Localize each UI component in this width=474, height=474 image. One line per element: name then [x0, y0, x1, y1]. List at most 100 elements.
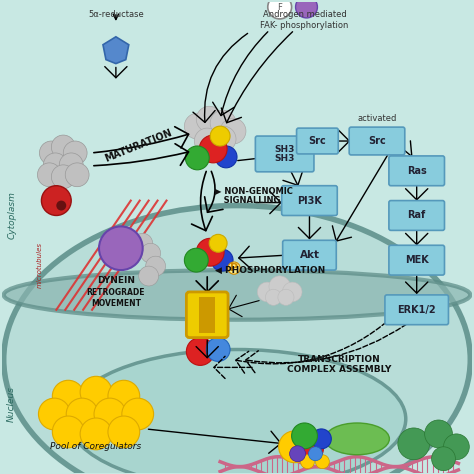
- Circle shape: [194, 128, 220, 154]
- Text: ERK1/2: ERK1/2: [397, 305, 436, 315]
- Circle shape: [59, 153, 83, 177]
- FancyBboxPatch shape: [283, 240, 336, 270]
- Circle shape: [99, 227, 143, 270]
- Text: MATURATION: MATURATION: [103, 128, 174, 164]
- Text: 5α-reductase: 5α-reductase: [88, 10, 144, 19]
- Circle shape: [279, 431, 310, 463]
- Circle shape: [184, 113, 210, 139]
- Circle shape: [37, 163, 61, 187]
- Text: activated: activated: [357, 114, 397, 123]
- Circle shape: [38, 398, 70, 430]
- Text: Androgen mediated
FAK- phosphorylation: Androgen mediated FAK- phosphorylation: [260, 10, 349, 30]
- Circle shape: [51, 135, 75, 159]
- Text: ▶ NON-GENOMIC
   SIGNALLING: ▶ NON-GENOMIC SIGNALLING: [215, 186, 293, 205]
- Ellipse shape: [68, 349, 406, 474]
- Text: TRANSCRIPTION
COMPLEX ASSEMBLY: TRANSCRIPTION COMPLEX ASSEMBLY: [287, 355, 392, 374]
- Circle shape: [300, 437, 323, 461]
- Text: ◀ PHOSPHORYLATION: ◀ PHOSPHORYLATION: [215, 265, 325, 274]
- Circle shape: [41, 186, 71, 216]
- FancyBboxPatch shape: [389, 201, 445, 230]
- Text: PI3K: PI3K: [297, 196, 322, 206]
- FancyBboxPatch shape: [255, 136, 314, 172]
- Circle shape: [184, 248, 208, 272]
- Circle shape: [52, 380, 84, 412]
- Text: Ras: Ras: [407, 166, 427, 176]
- FancyBboxPatch shape: [186, 292, 228, 337]
- Circle shape: [39, 141, 63, 165]
- Text: Akt: Akt: [300, 250, 319, 260]
- FancyBboxPatch shape: [349, 127, 405, 155]
- Circle shape: [398, 428, 429, 460]
- Circle shape: [146, 256, 165, 276]
- Text: Pool of Coregulators: Pool of Coregulators: [50, 442, 142, 451]
- Circle shape: [309, 447, 322, 461]
- Circle shape: [315, 455, 329, 469]
- Ellipse shape: [4, 270, 470, 320]
- Circle shape: [211, 249, 233, 271]
- Text: microtubules: microtubules: [36, 242, 43, 288]
- Circle shape: [296, 0, 318, 18]
- Circle shape: [94, 398, 126, 430]
- Circle shape: [80, 418, 112, 450]
- Circle shape: [206, 337, 230, 361]
- Circle shape: [283, 282, 302, 302]
- Circle shape: [56, 201, 66, 210]
- Circle shape: [220, 118, 246, 144]
- Circle shape: [215, 146, 237, 168]
- Circle shape: [44, 153, 67, 177]
- Circle shape: [210, 126, 230, 146]
- Circle shape: [199, 135, 227, 163]
- Circle shape: [133, 233, 153, 253]
- Circle shape: [51, 165, 75, 189]
- Circle shape: [108, 416, 140, 448]
- Circle shape: [432, 447, 456, 471]
- Circle shape: [269, 276, 291, 297]
- Circle shape: [108, 380, 140, 412]
- Text: Nucleus: Nucleus: [7, 386, 16, 422]
- Circle shape: [278, 289, 294, 305]
- Text: DYNEIN: DYNEIN: [97, 275, 135, 284]
- Circle shape: [292, 423, 318, 449]
- Circle shape: [65, 163, 89, 187]
- Text: Cytoplasm: Cytoplasm: [7, 191, 16, 239]
- Circle shape: [268, 0, 292, 19]
- Polygon shape: [103, 37, 129, 64]
- Text: Src: Src: [368, 136, 386, 146]
- FancyBboxPatch shape: [385, 295, 448, 325]
- Circle shape: [139, 266, 159, 286]
- Circle shape: [186, 337, 214, 365]
- FancyBboxPatch shape: [389, 156, 445, 186]
- Text: Raf: Raf: [408, 210, 426, 220]
- Circle shape: [66, 398, 98, 430]
- Ellipse shape: [325, 423, 389, 455]
- Circle shape: [196, 238, 224, 266]
- Text: MEK: MEK: [405, 255, 428, 265]
- Text: F: F: [277, 2, 282, 11]
- Circle shape: [301, 455, 314, 469]
- Circle shape: [265, 289, 282, 305]
- Circle shape: [425, 420, 452, 448]
- Ellipse shape: [4, 206, 470, 474]
- Circle shape: [311, 429, 331, 449]
- Circle shape: [209, 234, 227, 252]
- FancyBboxPatch shape: [297, 128, 338, 154]
- Text: SH3
SH3: SH3 SH3: [274, 145, 295, 163]
- Circle shape: [196, 106, 222, 132]
- Text: P: P: [230, 263, 238, 273]
- Circle shape: [290, 446, 306, 462]
- Circle shape: [210, 126, 236, 152]
- Circle shape: [122, 398, 154, 430]
- Circle shape: [63, 141, 87, 165]
- FancyBboxPatch shape: [282, 186, 337, 216]
- Circle shape: [210, 110, 236, 136]
- Circle shape: [80, 376, 112, 408]
- Bar: [199, 297, 215, 333]
- FancyBboxPatch shape: [389, 245, 445, 275]
- Circle shape: [185, 146, 209, 170]
- Circle shape: [444, 434, 469, 460]
- Circle shape: [141, 243, 161, 263]
- Circle shape: [257, 282, 277, 302]
- Text: Src: Src: [309, 136, 326, 146]
- Text: RETROGRADE
MOVEMENT: RETROGRADE MOVEMENT: [87, 288, 145, 308]
- Circle shape: [52, 416, 84, 448]
